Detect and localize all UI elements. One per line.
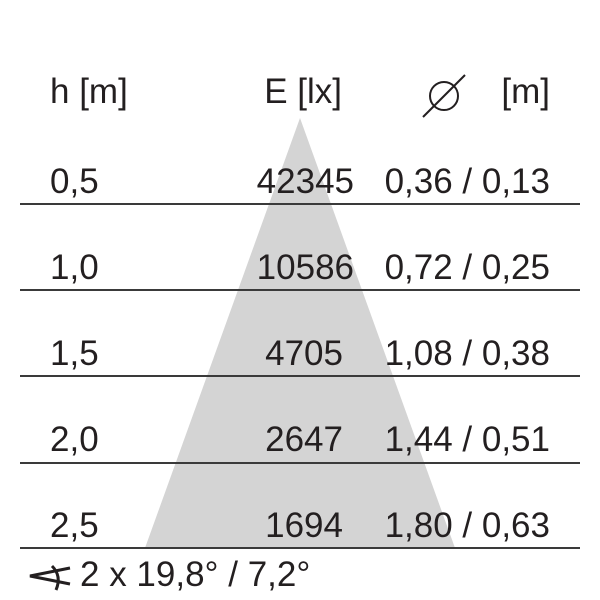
diameter-value: 1,80 / 0,63 [384, 506, 550, 545]
height-value: 1,0 [50, 248, 99, 287]
illuminance-header: E [lx] [264, 72, 342, 111]
illuminance-value: 2647 [265, 420, 343, 459]
row-divider [20, 462, 580, 464]
diameter-value: 0,72 / 0,25 [384, 248, 550, 287]
diameter-value: 0,36 / 0,13 [384, 162, 550, 201]
light-cone-triangle [145, 118, 455, 548]
diameter-unit-header: [m] [501, 72, 550, 111]
row-divider [20, 547, 580, 549]
row-divider [20, 203, 580, 205]
illuminance-value: 10586 [256, 248, 354, 287]
diameter-value: 1,08 / 0,38 [384, 334, 550, 373]
diameter-value: 1,44 / 0,51 [384, 420, 550, 459]
height-value: 0,5 [50, 162, 99, 201]
illuminance-value: 1694 [265, 506, 343, 545]
height-value: 1,5 [50, 334, 99, 373]
illuminance-value: 4705 [265, 334, 343, 373]
row-divider [20, 289, 580, 291]
height-value: 2,5 [50, 506, 99, 545]
beam-angle-value: 2 x 19,8° / 7,2° [80, 555, 311, 594]
height-header: h [m] [50, 72, 128, 111]
height-value: 2,0 [50, 420, 99, 459]
row-divider [20, 375, 580, 377]
illuminance-value: 42345 [256, 162, 354, 201]
